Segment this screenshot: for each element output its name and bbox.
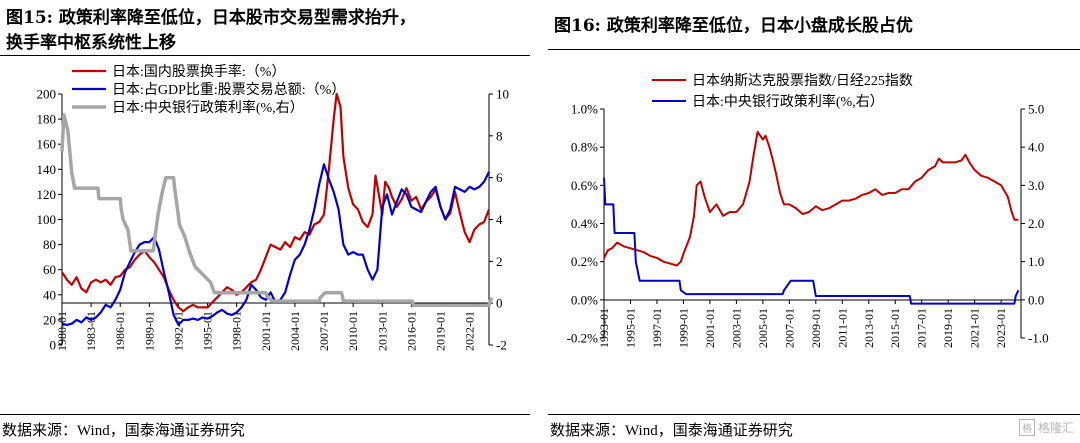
figure-16-title: 图16: 政策利率降至低位，日本小盘成长股占优 xyxy=(554,14,913,39)
chart16-x-tick-label: 1997-01 xyxy=(650,308,664,348)
chart16-right-tick-label: 0.0 xyxy=(1028,292,1044,307)
chart15-left-tick-label: 160 xyxy=(37,137,57,152)
chart16-right-tick-label: 3.0 xyxy=(1028,178,1044,193)
chart15-left-tick-label: 80 xyxy=(43,237,56,252)
chart16-x-tick-label: 2015-01 xyxy=(888,308,902,348)
figure-15-source: 数据来源：Wind，国泰海通证券研究 xyxy=(2,423,245,439)
figure-15-title: 图15: 政策利率降至低位，日本股市交易型需求抬升， 换手率中枢系统性上移 xyxy=(6,6,416,56)
chart15-series-2-line xyxy=(60,113,494,308)
figure-16-source: 数据来源：Wind，国泰海通证券研究 xyxy=(550,423,793,439)
chart16-x-tick-label: 2019-01 xyxy=(941,308,955,348)
chart16-left-tick-label: 0.0% xyxy=(571,292,598,307)
chart16-right-tick-label: 1.0 xyxy=(1028,254,1044,269)
chart16-legend-label-1: 日本:中央银行政策利率(%,右） xyxy=(692,93,884,110)
chart16-left-tick-label: 0.6% xyxy=(571,178,598,193)
figure-15-title-line-2: 换手率中枢系统性上移 xyxy=(6,33,176,53)
chart16-x-tick-label: 1995-01 xyxy=(623,308,637,348)
chart15-x-tick-label: 1989-01 xyxy=(142,311,156,351)
figure-16-label: 图16: xyxy=(554,16,601,36)
figure-15-title-line-1: 政策利率降至低位，日本股市交易型需求抬升， xyxy=(58,8,416,28)
chart-15: 0 20 40 60 80 100 120 140 160 180 200 -2 0 2 4 6 8 10 1980… xyxy=(37,63,510,353)
figure-16-title-rule xyxy=(548,49,1080,50)
figure-15-panel: 图15: 政策利率降至低位，日本股市交易型需求抬升， 换手率中枢系统性上移 0 2… xyxy=(0,0,530,443)
chart15-right-tick-label: 0 xyxy=(496,296,503,311)
figure-15-label: 图15: xyxy=(6,8,53,28)
chart15-left-tick-label: 0 xyxy=(50,338,57,353)
chart16-left-tick-label: 1.0% xyxy=(571,102,598,117)
chart15-left-tick-label: 140 xyxy=(37,162,57,177)
chart16-right-tick-label: -1.0 xyxy=(1028,331,1049,346)
chart16-series-0-line xyxy=(603,130,1019,267)
chart15-left-tick-label: 120 xyxy=(37,187,57,202)
chart16-x-tick-label: 2009-01 xyxy=(809,308,823,348)
chart15-right-tick-label: 10 xyxy=(496,87,509,102)
chart15-right-tick-label: 8 xyxy=(496,128,503,143)
chart16-legend-label-0: 日本纳斯达克股票指数/日经225指数 xyxy=(692,73,913,89)
chart15-left-tick-label: 200 xyxy=(37,87,57,102)
chart15-left-tick-label: 180 xyxy=(37,112,57,127)
chart16-x-tick-label: 2011-01 xyxy=(835,308,849,348)
chart16-x-tick-label: 2007-01 xyxy=(782,308,796,348)
watermark-text: 格隆汇 xyxy=(1037,421,1074,435)
figure-16-source-rule xyxy=(548,414,1080,415)
chart15-legend-label-0: 日本:国内股票换手率:（%） xyxy=(112,63,285,80)
chart16-x-tick-label: 2005-01 xyxy=(756,308,770,348)
chart16-left-tick-label: 0.4% xyxy=(571,216,598,231)
chart16-series-1-line xyxy=(603,177,1020,305)
chart16-x-tick-label: 1993-01 xyxy=(597,308,611,348)
chart16-right-tick-label: 4.0 xyxy=(1028,140,1044,155)
figure-16-panel: 图16: 政策利率降至低位，日本小盘成长股占优 -0.2% 0.0% 0.2% 0.4… xyxy=(548,0,1080,443)
chart15-right-tick-label: 6 xyxy=(496,170,503,185)
chart15-x-tick-label: 2016-01 xyxy=(404,311,418,351)
chart15-right-tick-label: -2 xyxy=(496,338,507,353)
chart16-left-tick-label: 0.2% xyxy=(571,254,598,269)
chart15-x-tick-label: 2019-01 xyxy=(433,311,447,351)
figure-16-title-line-1: 政策利率降至低位，日本小盘成长股占优 xyxy=(606,16,913,36)
chart15-x-tick-label: 2007-01 xyxy=(317,311,331,351)
chart15-x-tick-label: 1995-01 xyxy=(201,311,215,351)
chart15-right-tick-label: 2 xyxy=(496,254,503,269)
chart16-right-tick-label: 2.0 xyxy=(1028,216,1044,231)
chart15-left-tick-label: 60 xyxy=(43,262,56,277)
chart15-x-tick-label: 1986-01 xyxy=(113,311,127,351)
chart15-x-tick-label: 2022-01 xyxy=(463,311,477,351)
chart16-x-tick-label: 2003-01 xyxy=(729,308,743,348)
chart16-x-tick-label: 2023-01 xyxy=(994,308,1008,348)
chart16-x-tick-label: 2017-01 xyxy=(915,308,929,348)
figure-15-title-rule xyxy=(0,55,530,56)
chart15-x-tick-label: 1983-01 xyxy=(84,311,98,351)
chart15-x-tick-label: 2013-01 xyxy=(375,311,389,351)
chart15-series-0-line xyxy=(61,92,491,313)
figure-15-source-rule xyxy=(0,414,530,415)
chart-16: -0.2% 0.0% 0.2% 0.4% 0.6% 0.8% 1.0% -1.0 0.0 1.0 2… xyxy=(567,73,1049,348)
chart15-left-tick-label: 20 xyxy=(43,312,56,327)
chart16-left-tick-label: 0.8% xyxy=(571,140,598,155)
chart16-x-tick-label: 2001-01 xyxy=(703,308,717,348)
chart15-x-tick-label: 1980-01 xyxy=(55,311,69,351)
chart15-x-tick-label: 2004-01 xyxy=(288,311,302,351)
chart15-left-tick-label: 40 xyxy=(43,287,56,302)
chart16-x-tick-label: 1999-01 xyxy=(676,308,690,348)
chart16-x-tick-label: 2021-01 xyxy=(968,308,982,348)
chart16-right-tick-label: 5.0 xyxy=(1028,102,1044,117)
chart15-legend-label-2: 日本:中央银行政策利率(%,右） xyxy=(112,99,304,116)
watermark: 格格隆汇 xyxy=(1018,419,1074,436)
chart15-right-tick-label: 4 xyxy=(496,212,503,227)
chart15-legend-label-1: 日本:占GDP比重:股票交易总额:（%） xyxy=(112,81,345,98)
chart16-left-tick-label: -0.2% xyxy=(567,331,599,346)
chart15-x-tick-label: 1998-01 xyxy=(230,311,244,351)
chart15-left-tick-label: 100 xyxy=(37,212,57,227)
chart15-x-tick-label: 2001-01 xyxy=(259,311,273,351)
watermark-logo-icon: 格 xyxy=(1018,419,1035,436)
chart15-x-tick-label: 2010-01 xyxy=(346,311,360,351)
chart16-x-tick-label: 2013-01 xyxy=(862,308,876,348)
